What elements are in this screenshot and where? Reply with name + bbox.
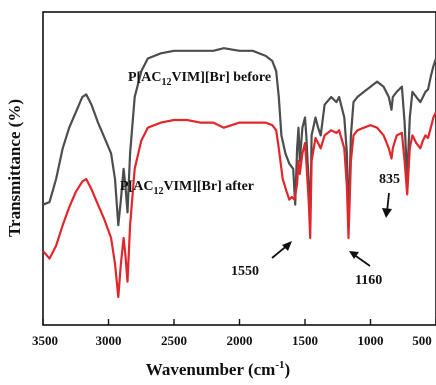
annotation-835: 835	[379, 172, 400, 187]
x-tick-label: 2000	[227, 333, 253, 348]
x-tick-label: 3000	[96, 333, 122, 348]
annotation-arrowhead-835	[382, 208, 392, 218]
x-tick-label: 1500	[292, 333, 318, 348]
series-label-after: P[AC12VIM][Br] after	[120, 179, 254, 197]
series-line-after	[42, 111, 436, 299]
x-tick-label: 2500	[161, 333, 187, 348]
x-tick-label: 1000	[358, 333, 384, 348]
annotation-1550: 1550	[231, 264, 259, 279]
x-tick-label: 3500	[32, 333, 58, 348]
annotation-arrowhead-1160	[349, 251, 359, 259]
x-tick-label: 500	[412, 333, 432, 348]
annotation-arrowhead-1550	[282, 241, 292, 251]
x-axis-ticks: 3500 3000 2500 2000 1500 1000 500	[32, 319, 436, 348]
y-axis-title: Transmittance (%)	[5, 99, 24, 237]
series-line-before	[42, 47, 436, 227]
series-label-before: P[AC12VIM][Br] before	[128, 70, 271, 88]
x-axis-title: Wavenumber (cm-1)	[146, 359, 290, 379]
annotation-1160: 1160	[355, 273, 382, 288]
